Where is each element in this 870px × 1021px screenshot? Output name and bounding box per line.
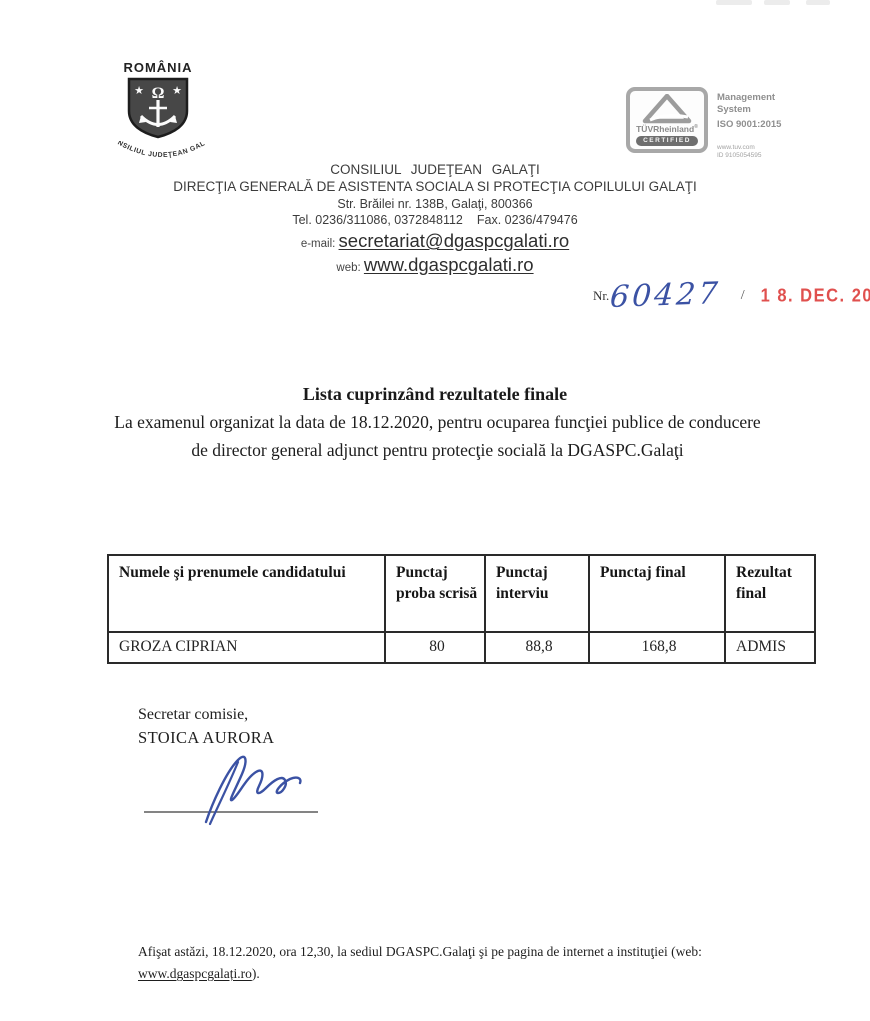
cell-interview-score: 88,8	[484, 631, 590, 664]
tuv-management-label: Management	[717, 92, 776, 103]
footer-website-link[interactable]: www.dgaspcgalați.ro	[138, 966, 252, 981]
website-link[interactable]: www.dgaspcgalati.ro	[363, 254, 534, 275]
footer-text: Afişat astăzi, 18.12.2020, ora 12,30, la…	[138, 944, 702, 959]
document-intro-paragraph: La examenul organizat la data de 18.12.2…	[114, 412, 761, 460]
svg-text:CONSILIUL JUDEŢEAN GALAŢI: CONSILIUL JUDEŢEAN GALAŢI	[112, 141, 207, 159]
handwritten-registration-number: 60427	[609, 276, 722, 315]
column-header-interview-score: Punctaj interviu	[484, 554, 590, 633]
column-header-candidate: Numele şi prenumele candidatului	[107, 554, 386, 633]
scan-artifact	[806, 0, 830, 5]
tuv-iso-label: ISO 9001:2015	[717, 118, 782, 130]
table-header-row: Numele şi prenumele candidatului Punctaj…	[107, 554, 816, 633]
svg-text:★: ★	[172, 85, 182, 97]
svg-text:★: ★	[134, 85, 144, 97]
footer-text-suffix: ).	[251, 966, 260, 981]
coat-of-arms: ROMÂNIA ★ ★ Ω CONSILIUL JUDEŢEAN GALAŢI	[112, 60, 206, 167]
signer-role: Secretar comisie,	[138, 706, 249, 723]
email-label: e-mail:	[300, 238, 336, 250]
handwritten-signature	[144, 755, 318, 826]
signature-block: Secretar comisie, STOICA AURORA	[138, 706, 342, 826]
nr-label: Nr.	[593, 288, 610, 303]
date-stamp: 1 8. DEC. 2020	[760, 285, 870, 306]
cell-final-score: 168,8	[588, 631, 726, 664]
institution-parent: CONSILIUL JUDEŢEAN GALAŢI	[330, 162, 540, 177]
web-label: web:	[336, 262, 361, 274]
email-link[interactable]: secretariat@dgaspcgalati.ro	[338, 230, 570, 251]
institution-name: DIRECŢIA GENERALĂ DE ASISTENTA SOCIALA S…	[173, 179, 697, 194]
web-line: web: www.dgaspcgalati.ro	[0, 254, 870, 276]
cell-candidate-name: GROZA CIPRIAN	[107, 631, 386, 664]
table-row: GROZA CIPRIAN 80 88,8 168,8 ADMIS	[107, 631, 816, 664]
registration-line: Nr. 60427 / 1 8. DEC. 2020	[593, 276, 870, 315]
cell-final-result: ADMIS	[724, 631, 816, 664]
slash-separator: /	[740, 288, 745, 303]
cell-written-score: 80	[384, 631, 486, 664]
fax-number: Fax. 0236/479476	[476, 213, 578, 227]
coat-of-arms-ring-text: CONSILIUL JUDEŢEAN GALAŢI	[112, 141, 207, 159]
tuv-brand-label: TÜVRheinland®	[636, 124, 698, 134]
tuv-website: www.tuv.com	[717, 143, 755, 151]
coat-of-arms-country-label: ROMÂNIA	[123, 60, 193, 75]
scan-artifact	[716, 0, 752, 5]
institution-address: Str. Brăilei nr. 138B, Galaţi, 800366	[337, 197, 533, 211]
svg-text:Ω: Ω	[152, 85, 165, 102]
tuv-badge: TÜVRheinland® CERTIFIED	[626, 87, 708, 153]
tuv-certification-mark: TÜVRheinland® CERTIFIED Management Syste…	[626, 87, 781, 161]
email-line: e-mail: secretariat@dgaspcgalati.ro	[0, 230, 870, 252]
tuv-certified-banner: CERTIFIED	[636, 135, 698, 146]
letterhead: CONSILIUL JUDEŢEAN GALAŢI DIRECŢIA GENER…	[0, 162, 870, 278]
column-header-written-score: Punctaj proba scrisă	[384, 554, 486, 633]
registered-mark: ®	[694, 124, 698, 131]
tuv-cert-id: ID 9105054595	[717, 152, 762, 160]
document-title: Lista cuprinzând rezultatele finale	[302, 384, 568, 404]
tuv-text-block: Management System ISO 9001:2015 www.tuv.…	[717, 87, 781, 161]
scan-artifact	[764, 0, 790, 5]
coat-of-arms-shield-icon: ★ ★ Ω	[127, 77, 189, 139]
phone-numbers: Tel. 0236/311086, 0372848112	[292, 213, 463, 227]
institution-phone-fax: Tel. 0236/311086, 0372848112 Fax. 0236/47…	[0, 213, 870, 227]
tuv-system-label: System	[717, 103, 751, 115]
results-table: Numele şi prenumele candidatului Punctaj…	[107, 554, 816, 664]
column-header-final-result: Rezultat final	[724, 554, 816, 633]
signer-name: STOICA AURORA	[138, 728, 275, 747]
footer-note: Afişat astăzi, 18.12.2020, ora 12,30, la…	[138, 941, 803, 985]
column-header-final-score: Punctaj final	[588, 554, 726, 633]
tuv-triangle-icon	[642, 94, 692, 124]
